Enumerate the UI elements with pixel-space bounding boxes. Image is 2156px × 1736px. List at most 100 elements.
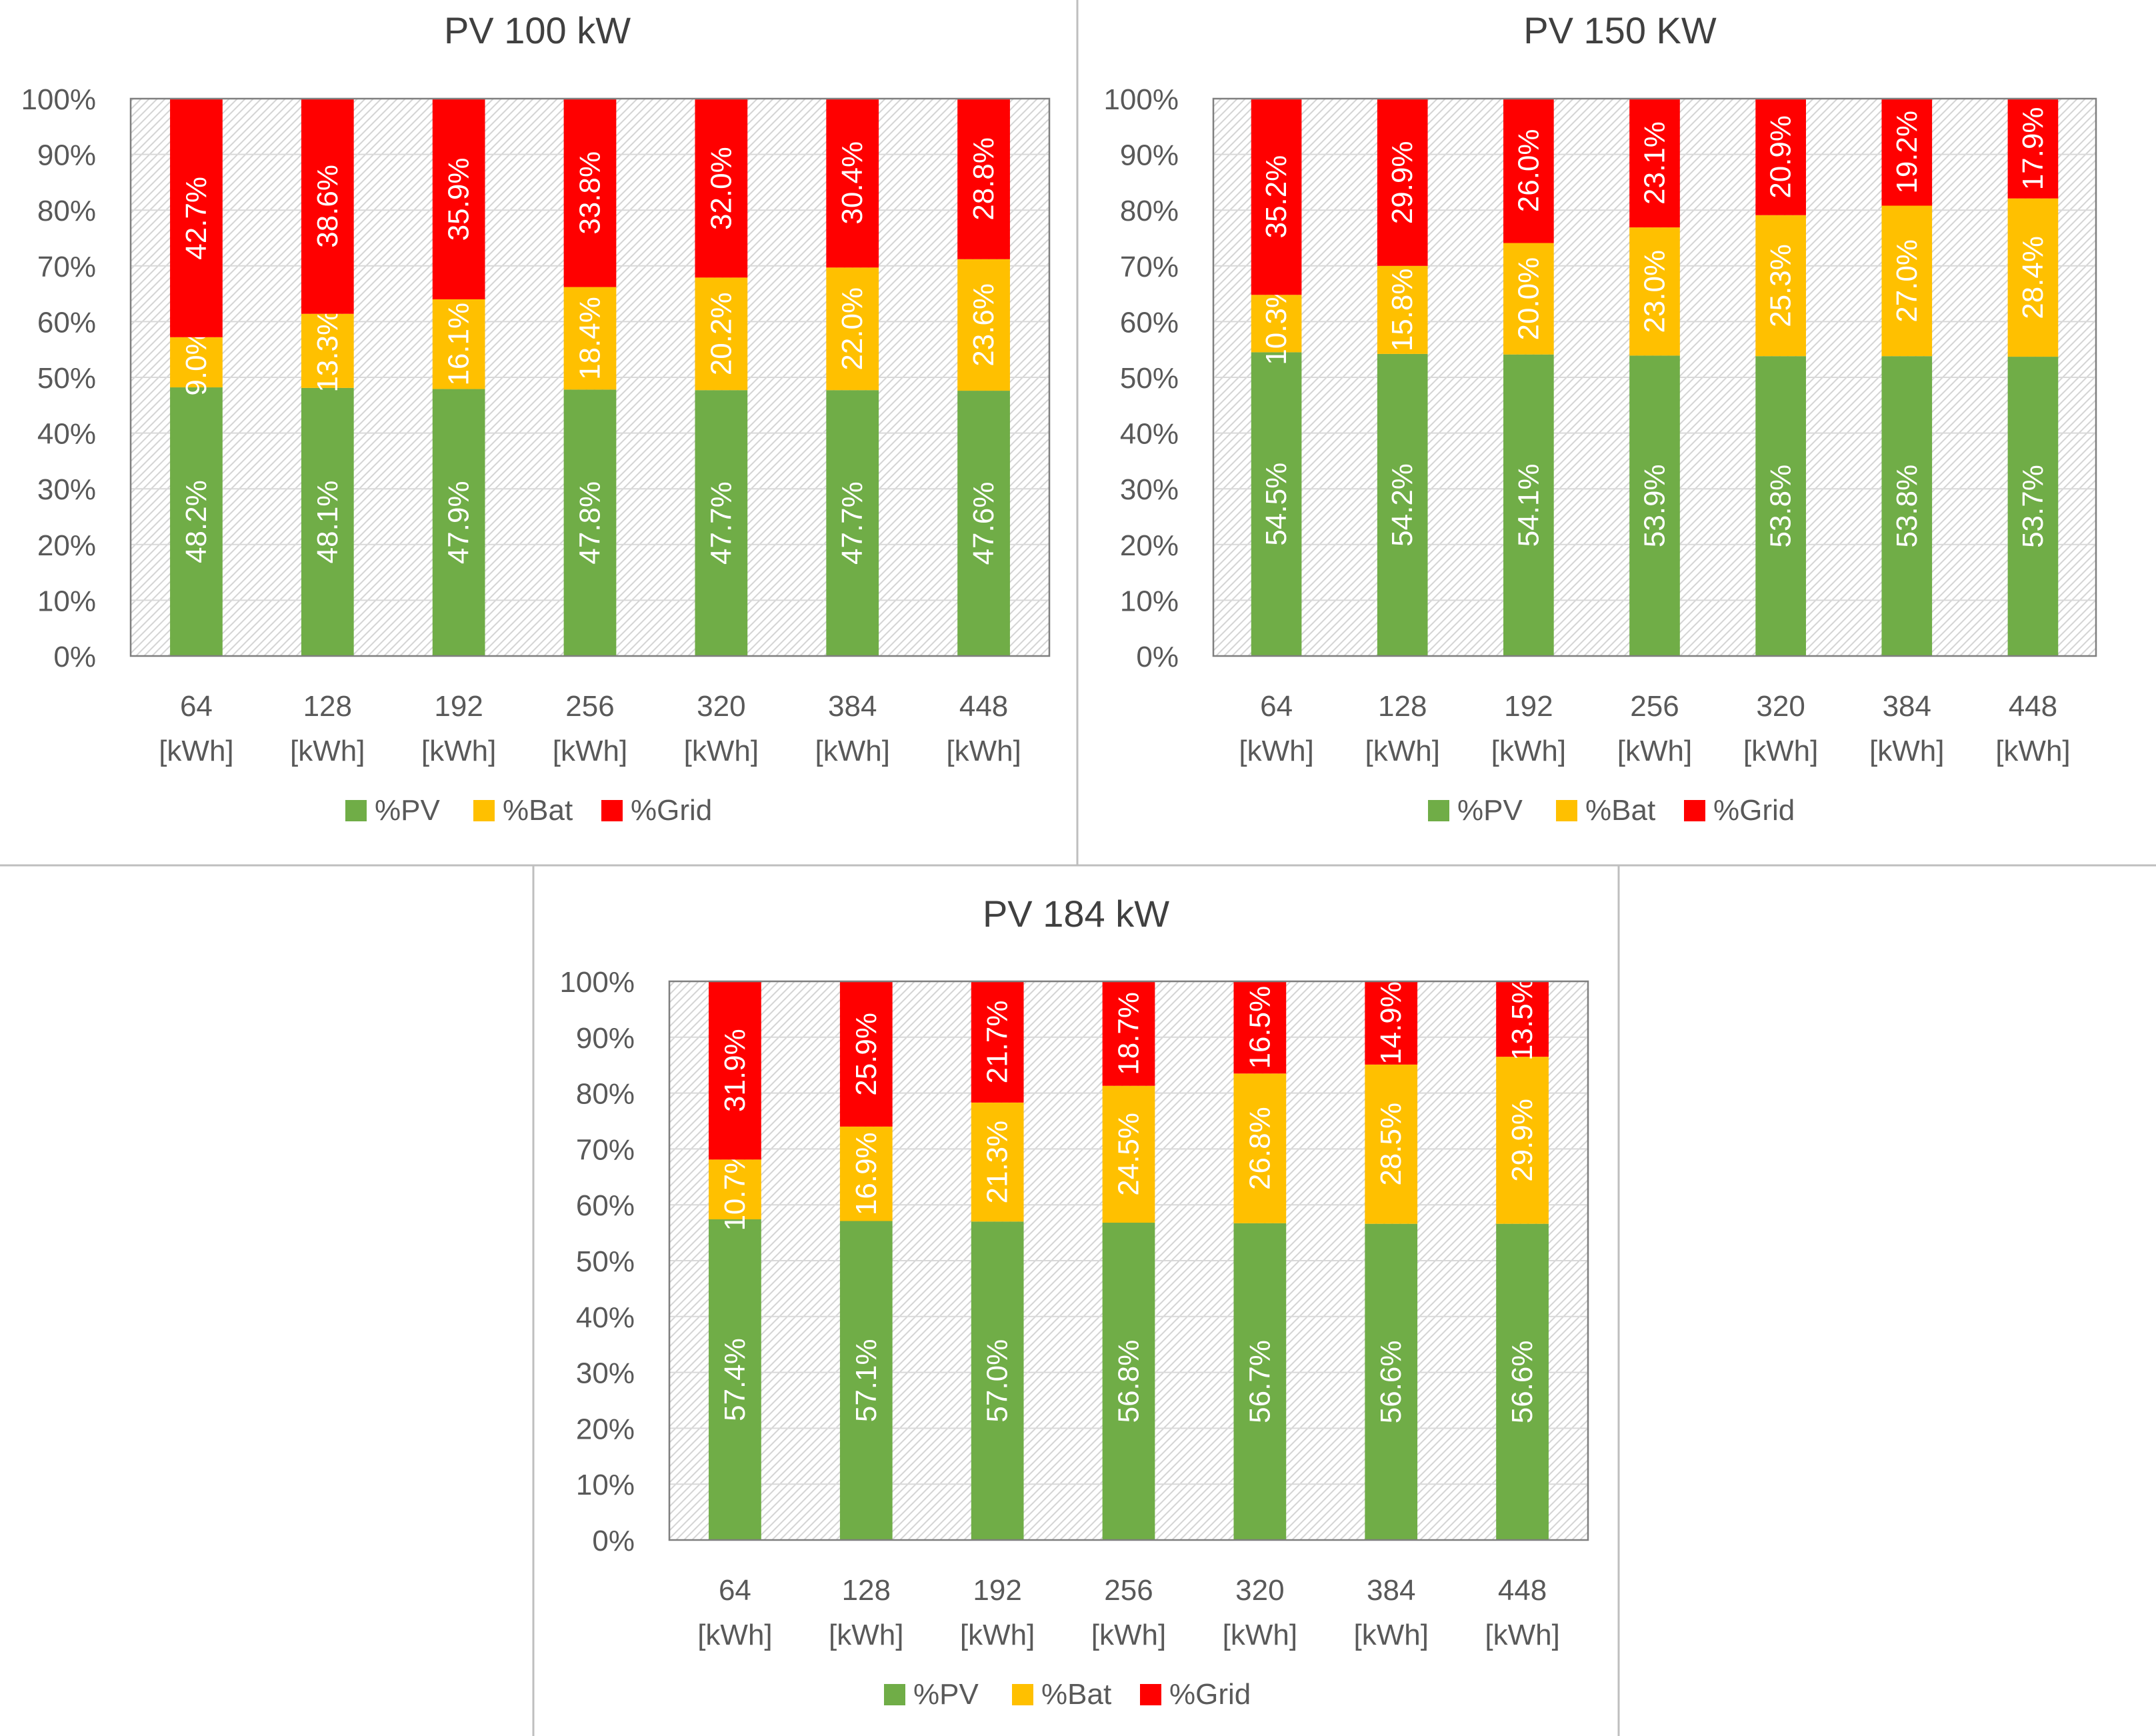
bar-grid-384: [1881, 99, 1933, 206]
legend-swatch: [1140, 1684, 1161, 1705]
y-tick-label: 100%: [21, 83, 96, 116]
x-tick-unit: [kWh]: [1617, 735, 1692, 767]
bar-grid-448: [1496, 981, 1549, 1057]
bar-grid-192: [971, 981, 1024, 1103]
data-label-bat: 16.1%: [443, 303, 475, 386]
bar-bat-192: [971, 1102, 1024, 1222]
bar-bat-192: [1503, 243, 1554, 355]
y-tick-label: 30%: [576, 1357, 635, 1390]
data-label-pv: 53.9%: [1639, 464, 1671, 547]
y-tick-label: 60%: [1120, 306, 1179, 339]
x-tick-unit: [kWh]: [1353, 1619, 1428, 1651]
plot-border: [129, 97, 1051, 657]
data-label-bat: 10.7%: [719, 1148, 751, 1231]
legend-swatch: [345, 800, 367, 821]
bar-pv-320: [1233, 1223, 1287, 1540]
bar-bat-384: [1365, 1064, 1418, 1224]
data-label-pv: 57.1%: [850, 1339, 883, 1422]
y-tick-label: 100%: [1103, 83, 1179, 116]
data-label-grid: 20.9%: [1765, 115, 1797, 199]
y-tick-label: 20%: [576, 1413, 635, 1445]
plot-border: [668, 980, 1589, 1541]
x-tick-unit: [kWh]: [960, 1619, 1035, 1651]
bar-pv-128: [1377, 353, 1428, 656]
bar-grid-64: [170, 99, 223, 337]
bar-pv-192: [971, 1221, 1024, 1540]
bar-pv-448: [957, 391, 1010, 656]
x-tick-label: 320: [697, 690, 745, 723]
y-tick-label: 70%: [1120, 251, 1179, 283]
data-label-grid: 14.9%: [1375, 981, 1407, 1065]
x-tick-label: 384: [1883, 690, 1931, 723]
legend-label: %Grid: [631, 794, 712, 827]
x-tick-label: 64: [180, 690, 213, 723]
data-label-grid: 25.9%: [850, 1013, 883, 1096]
x-tick-unit: [kWh]: [1239, 735, 1313, 767]
x-tick-unit: [kWh]: [829, 1619, 903, 1651]
bar-pv-448: [1496, 1223, 1549, 1540]
bar-grid-448: [957, 99, 1010, 259]
x-tick-unit: [kWh]: [421, 735, 496, 767]
legend-item-pv: %PV: [884, 1678, 979, 1711]
bar-pv-384: [1365, 1223, 1418, 1540]
legend-item-bat: %Bat: [1556, 794, 1655, 827]
legend-item-bat: %Bat: [473, 794, 573, 827]
bar-bat-448: [1496, 1057, 1549, 1224]
bar-bat-128: [301, 313, 354, 388]
bar-grid-384: [826, 98, 879, 268]
bar-grid-256: [563, 99, 617, 287]
bar-grid-128: [301, 99, 354, 314]
data-label-grid: 33.8%: [574, 151, 607, 235]
y-tick-label: 80%: [37, 195, 96, 227]
bar-bat-128: [839, 1126, 893, 1221]
data-label-grid: 29.9%: [1386, 141, 1419, 224]
bar-bat-320: [695, 277, 748, 391]
bar-bat-256: [563, 287, 617, 390]
data-label-bat: 23.6%: [967, 283, 1000, 367]
x-tick-label: 192: [1504, 690, 1553, 723]
x-tick-unit: [kWh]: [1743, 735, 1818, 767]
legend-item-grid: %Grid: [601, 794, 712, 827]
bar-grid-64: [1251, 99, 1302, 295]
x-tick-label: 64: [719, 1574, 751, 1607]
data-label-pv: 53.8%: [1765, 465, 1797, 548]
data-label-grid: 23.1%: [1639, 121, 1671, 205]
y-tick-label: 80%: [576, 1078, 635, 1111]
x-tick-label: 128: [1378, 690, 1427, 723]
data-label-grid: 42.7%: [180, 177, 213, 260]
data-label-bat: 28.4%: [2017, 236, 2049, 319]
bar-bat-128: [1377, 265, 1428, 354]
x-tick-unit: [kWh]: [1869, 735, 1944, 767]
y-tick-label: 50%: [1120, 362, 1179, 395]
data-label-bat: 16.9%: [850, 1132, 883, 1215]
data-label-bat: 9.0%: [180, 329, 213, 395]
data-label-bat: 25.3%: [1765, 244, 1797, 327]
bar-pv-64: [1251, 352, 1302, 656]
x-tick-label: 320: [1235, 1574, 1284, 1607]
x-tick-label: 128: [303, 690, 352, 723]
chart-panel-2: PV 150 KW 0% 10% 20% 30% 40% 50% 60% 70% 80% 90% 10…: [1103, 9, 2097, 827]
legend-item-pv: %PV: [1428, 794, 1523, 827]
x-tick-unit: [kWh]: [1365, 735, 1439, 767]
y-tick-label: 90%: [1120, 139, 1179, 172]
x-tick-label: 256: [1104, 1574, 1153, 1607]
x-tick-label: 448: [2009, 690, 2057, 723]
y-tick-label: 80%: [1120, 195, 1179, 227]
legend-label: %PV: [1457, 794, 1523, 827]
bar-grid-256: [1102, 981, 1155, 1086]
data-label-bat: 23.0%: [1639, 250, 1671, 333]
bar-bat-384: [1881, 205, 1933, 357]
data-label-pv: 57.4%: [719, 1338, 751, 1421]
data-label-grid: 38.6%: [311, 165, 344, 248]
legend-label: %Bat: [1585, 794, 1655, 827]
data-label-pv: 56.6%: [1506, 1340, 1539, 1423]
data-label-grid: 19.2%: [1891, 111, 1923, 194]
bar-pv-192: [432, 389, 485, 656]
bar-grid-320: [1755, 99, 1806, 215]
x-tick-unit: [kWh]: [1485, 1619, 1559, 1651]
bar-grid-256: [1629, 99, 1680, 228]
y-tick-label: 20%: [37, 529, 96, 562]
x-tick-unit: [kWh]: [697, 1619, 772, 1651]
bar-pv-448: [2007, 357, 2059, 656]
